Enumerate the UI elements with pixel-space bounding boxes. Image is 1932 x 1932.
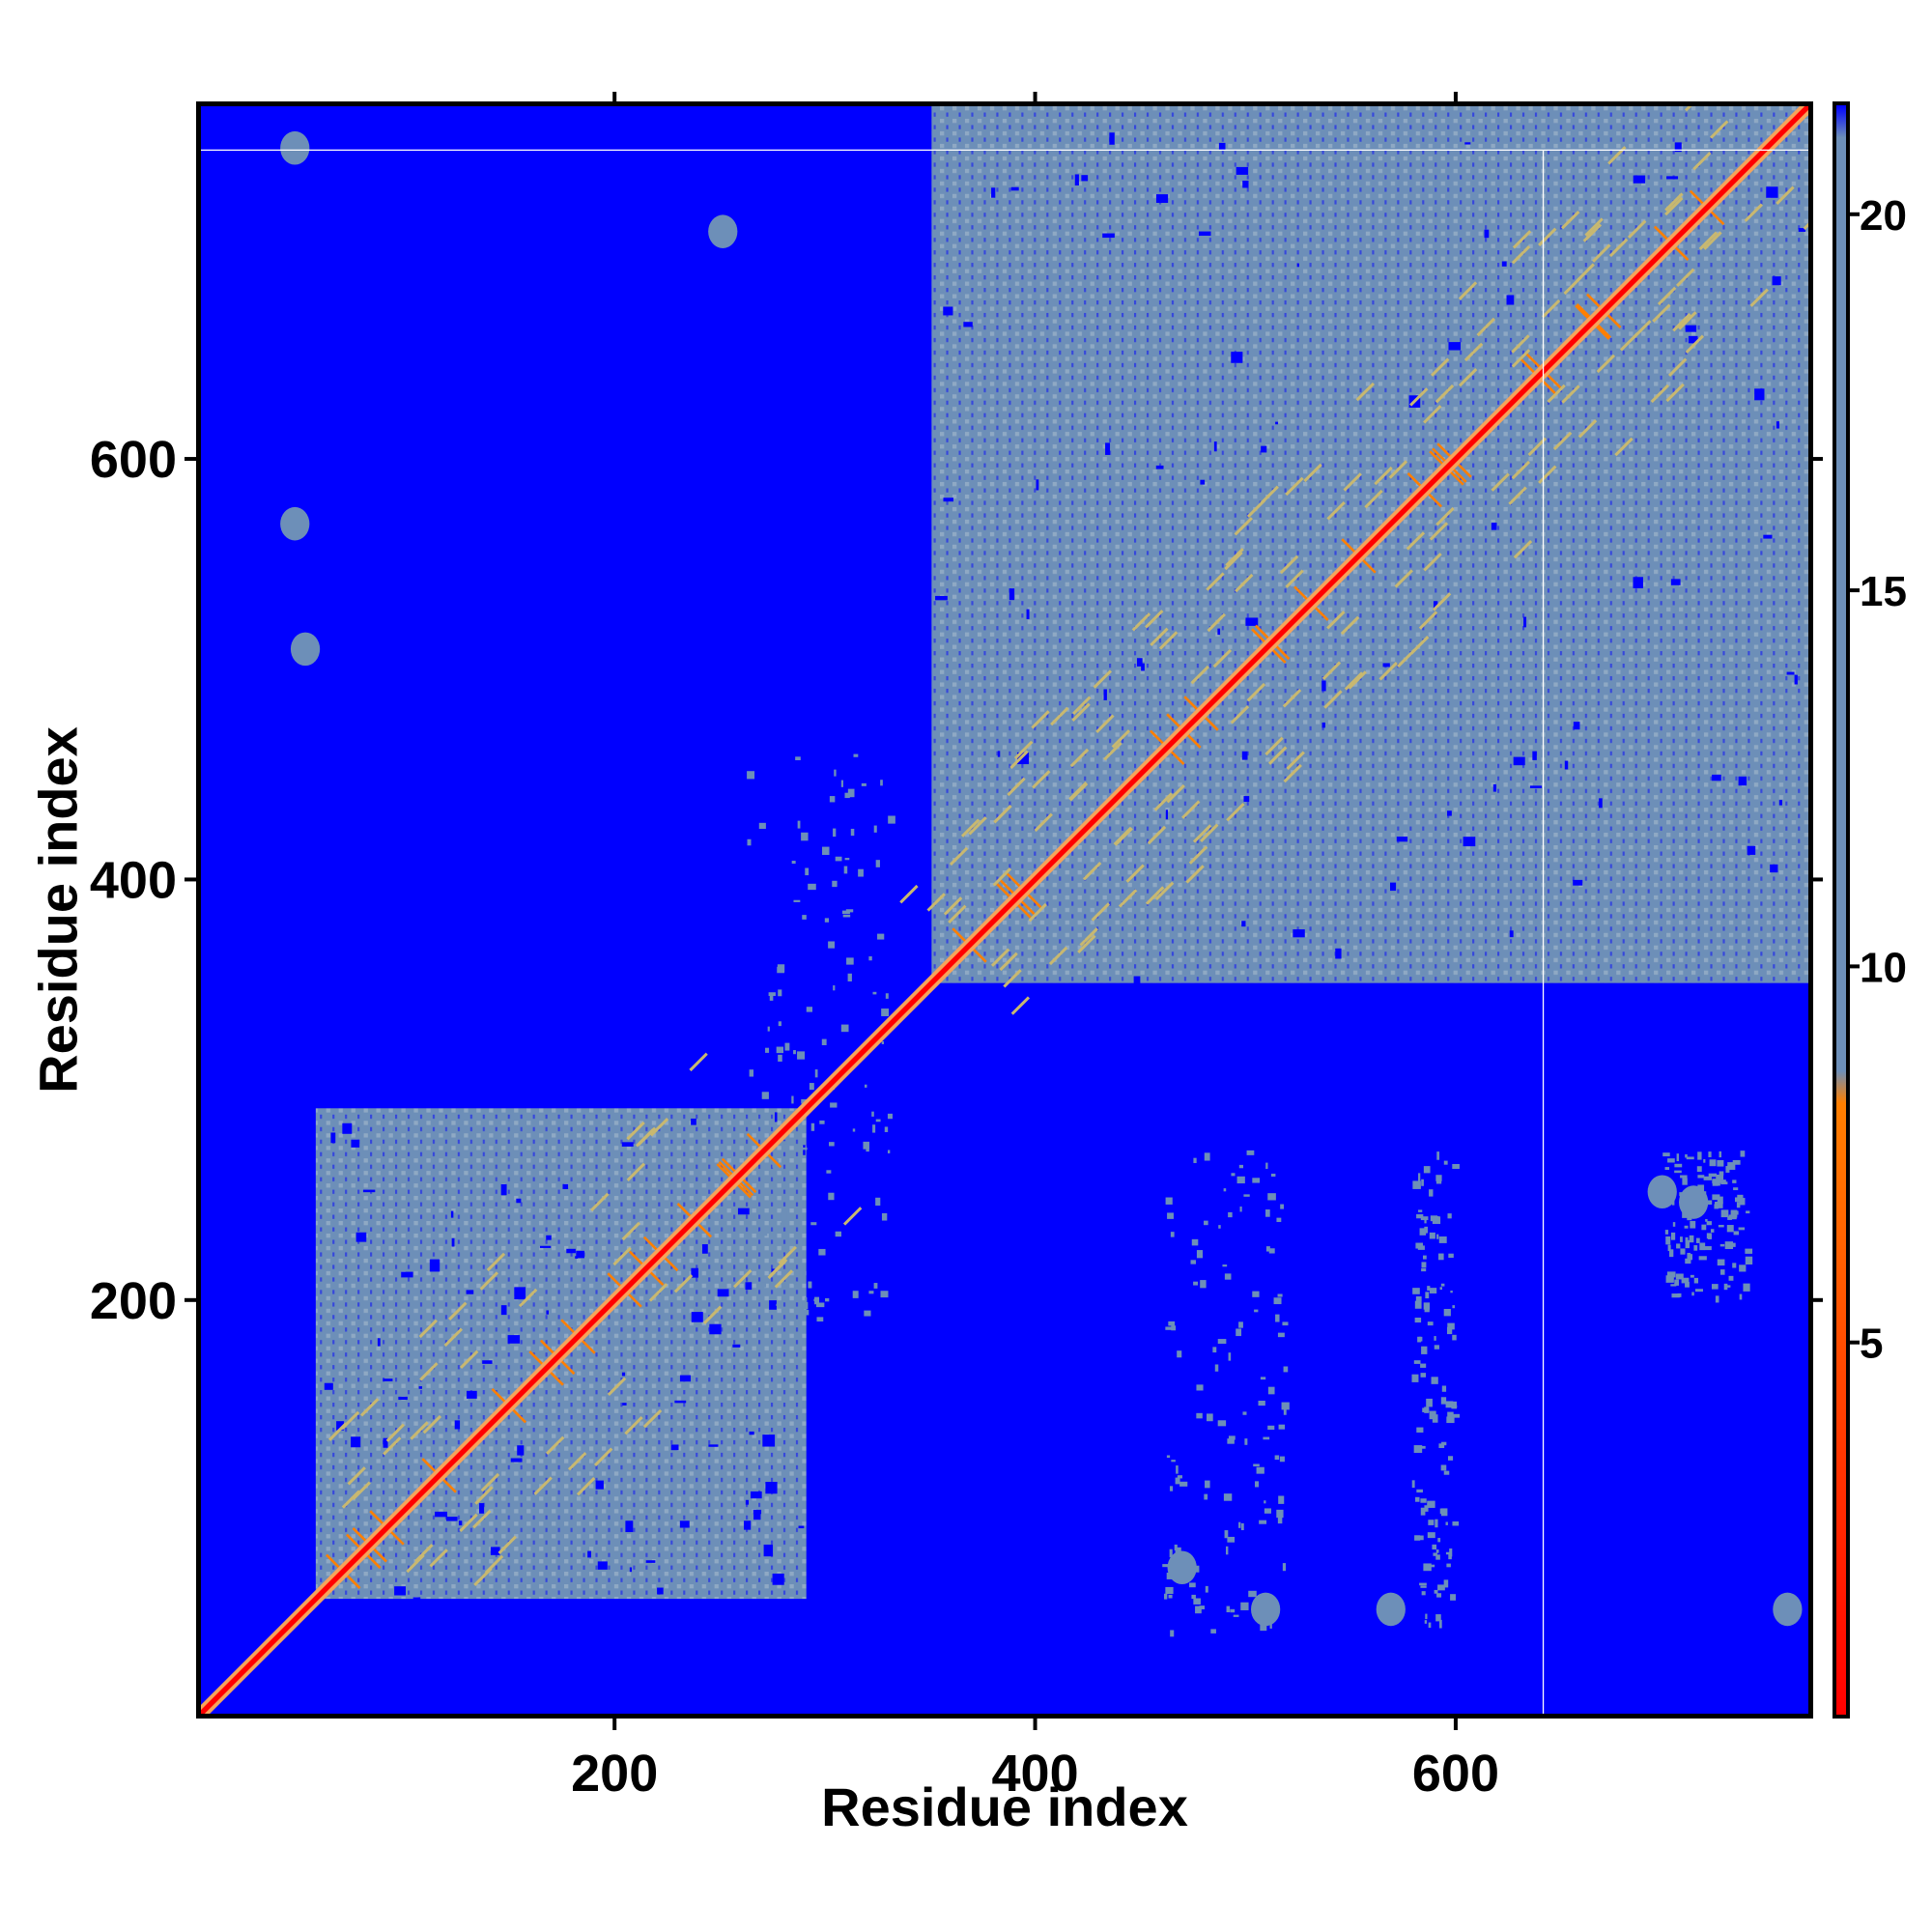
x-tick-label: 200 <box>571 1745 658 1803</box>
y-tick-label: 600 <box>90 431 177 489</box>
colorbar-tick-label: 20 <box>1860 192 1907 240</box>
y-axis-title: Residue index <box>27 726 89 1094</box>
distance-heatmap <box>201 106 1808 1714</box>
colorbar <box>1833 101 1850 1719</box>
colorbar-tick-label: 5 <box>1860 1321 1883 1368</box>
x-axis-title: Residue index <box>821 1776 1188 1837</box>
y-tick-label: 400 <box>90 851 177 909</box>
diagonal-line <box>201 106 1808 1714</box>
colorbar-tick-label: 15 <box>1860 568 1907 615</box>
x-tick-label: 600 <box>1412 1745 1499 1803</box>
y-tick-label: 200 <box>90 1272 177 1330</box>
colorbar-tick-label: 10 <box>1860 944 1907 991</box>
heatmap-plot-area <box>196 101 1813 1719</box>
